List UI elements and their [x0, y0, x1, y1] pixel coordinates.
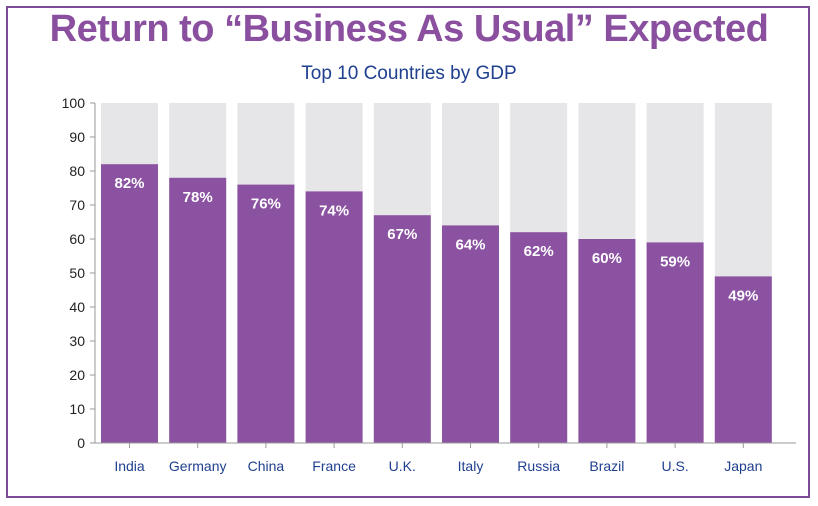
bar — [237, 184, 295, 443]
x-tick-label: France — [312, 458, 356, 474]
x-tick-label: U.K. — [389, 458, 416, 474]
x-tick-label: U.S. — [661, 458, 688, 474]
bar-value-label: 76% — [251, 196, 281, 213]
y-tick-label: 90 — [69, 129, 85, 145]
bar — [510, 232, 568, 443]
y-tick-label: 60 — [69, 231, 85, 247]
x-tick-label: Germany — [169, 458, 227, 474]
y-tick-label: 20 — [69, 367, 85, 383]
bar-value-label: 78% — [183, 189, 213, 206]
bar — [646, 242, 704, 443]
bar — [169, 177, 227, 444]
bar — [305, 191, 363, 443]
x-tick-label: Russia — [517, 458, 560, 474]
y-tick-label: 30 — [69, 333, 85, 349]
bar-value-label: 60% — [592, 250, 622, 267]
bar-value-label: 59% — [660, 253, 690, 270]
y-tick-label: 70 — [69, 197, 85, 213]
bar-value-label: 49% — [728, 287, 758, 304]
bar-value-label: 74% — [319, 202, 349, 219]
bar-value-label: 64% — [455, 236, 485, 253]
x-tick-label: Japan — [724, 458, 762, 474]
x-tick-label: Italy — [458, 458, 484, 474]
x-axis: India Germany China France U.K. Italy Russia Br… — [95, 442, 796, 474]
y-tick-label: 40 — [69, 299, 85, 315]
bar — [578, 239, 636, 443]
x-tick-label: Brazil — [589, 458, 624, 474]
y-tick-label: 100 — [62, 95, 86, 111]
bar-value-label: 82% — [114, 175, 144, 192]
y-axis: 0 10 20 30 40 50 60 70 80 90 100 — [62, 95, 96, 451]
x-tick-label: India — [114, 458, 145, 474]
bar — [101, 164, 158, 443]
bar — [373, 215, 431, 443]
chart-title: Return to “Business As Usual” Expected — [49, 8, 769, 50]
y-tick-label: 50 — [69, 265, 85, 281]
bar — [714, 276, 772, 443]
y-tick-label: 0 — [77, 435, 85, 451]
y-tick-label: 80 — [69, 163, 85, 179]
bar-value-label: 67% — [387, 226, 417, 243]
x-tick-label: China — [248, 458, 285, 474]
chart-subtitle: Top 10 Countries by GDP — [301, 63, 517, 84]
bar — [442, 225, 499, 443]
bar-value-label: 62% — [524, 243, 554, 260]
y-tick-label: 10 — [69, 401, 85, 417]
bars: 82% 78% 76% 74% 67% 64% 62% 60% 59% 49% — [101, 103, 772, 444]
